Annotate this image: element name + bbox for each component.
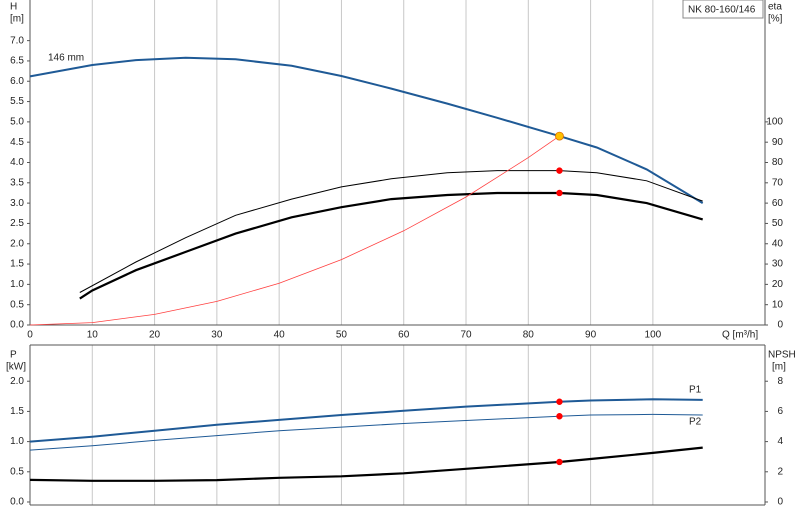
y-tick-label: 7.0: [10, 35, 24, 46]
p1-label: P1: [689, 385, 702, 396]
h-axis-unit: [m]: [10, 14, 24, 25]
x-tick-label: 70: [460, 330, 472, 341]
y2-tick-label: 0: [777, 497, 783, 508]
curve: [29, 398, 703, 443]
y2-tick-label: 80: [772, 157, 784, 168]
y2-tick-label: 4: [777, 436, 783, 447]
duty-point: [555, 131, 564, 141]
y-tick-label: 6.5: [10, 56, 24, 67]
x-tick-label: 10: [87, 330, 99, 341]
duty-point: [556, 398, 563, 405]
x-tick-label: 90: [585, 330, 597, 341]
y-tick-label: 1.5: [10, 406, 24, 417]
p-axis-title: P: [10, 350, 17, 361]
h-axis-title: H: [10, 2, 17, 13]
impeller-label: 146 mm: [48, 53, 84, 64]
y2-tick-label: 10: [772, 299, 784, 310]
y-tick-label: 1.0: [10, 436, 24, 447]
y-tick-label: 0.5: [10, 299, 24, 310]
x-tick-label: 20: [149, 330, 161, 341]
npsh-axis-unit: [m]: [772, 362, 786, 373]
y-tick-label: 1.0: [10, 279, 24, 290]
y-tick-label: 2.0: [10, 238, 24, 249]
y-tick-label: 0.0: [10, 320, 24, 331]
duty-point: [556, 167, 563, 174]
x-tick-label: 60: [398, 330, 410, 341]
x-tick-label: 30: [211, 330, 223, 341]
y2-tick-label: 20: [772, 279, 784, 290]
y-tick-label: 4.5: [10, 137, 24, 148]
y-tick-label: 2.5: [10, 218, 24, 229]
y-tick-label: 4.0: [10, 157, 24, 168]
y-tick-label: 3.5: [10, 177, 24, 188]
y-tick-label: 5.5: [10, 96, 24, 107]
duty-point: [556, 189, 563, 197]
pump-badge: NK 80-160/146: [688, 5, 756, 16]
badge-box: [682, 0, 764, 19]
duty-point: [556, 413, 563, 420]
y-tick-label: 5.0: [10, 117, 24, 128]
x-tick-label: 40: [274, 330, 286, 341]
y2-tick-label: 90: [772, 137, 784, 148]
y-tick-label: 3.0: [10, 198, 24, 209]
y2-tick-label: 6: [777, 406, 783, 417]
p2-label: P2: [689, 417, 702, 428]
y-tick-label: 6.0: [10, 76, 24, 87]
x-tick-label: 0: [27, 330, 33, 341]
curve: [29, 135, 560, 326]
y-tick-label: 1.5: [10, 259, 24, 270]
y2-tick-label: 2: [777, 466, 783, 477]
eta-axis-unit: [%]: [768, 14, 783, 25]
y2-tick-label: 100: [766, 117, 783, 128]
y2-tick-label: 0: [777, 320, 783, 331]
y2-tick-label: 70: [772, 177, 784, 188]
curve: [79, 170, 703, 293]
x-tick-label: 80: [523, 330, 535, 341]
duty-point: [556, 458, 563, 466]
curve: [29, 413, 703, 451]
y2-tick-label: 60: [772, 198, 784, 209]
x-tick-label: 100: [645, 330, 662, 341]
y-tick-label: 2.0: [10, 376, 24, 387]
x-axis-title: Q [m³/h]: [722, 330, 758, 341]
x-tick-label: 50: [336, 330, 348, 341]
npsh-axis-title: NPSH: [768, 350, 796, 361]
y-tick-label: 0.5: [10, 466, 24, 477]
y-tick-label: 0.0: [10, 497, 24, 508]
p-axis-unit: [kW]: [6, 362, 26, 373]
curve: [79, 191, 704, 300]
y2-tick-label: 8: [777, 376, 783, 387]
eta-axis-title: eta: [768, 2, 782, 13]
y2-tick-label: 30: [772, 259, 784, 270]
curve: [29, 446, 703, 482]
curve: [29, 56, 704, 204]
y2-tick-label: 50: [772, 218, 784, 229]
y2-tick-label: 40: [772, 238, 784, 249]
